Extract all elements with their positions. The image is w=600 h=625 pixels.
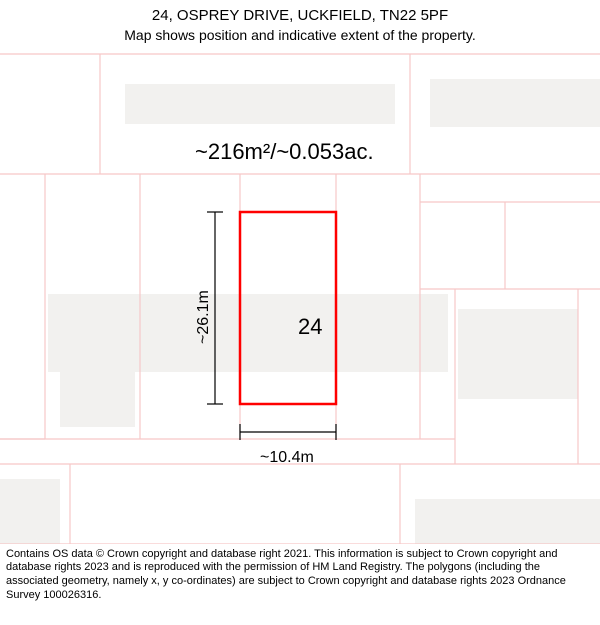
width-dimension-label: ~10.4m bbox=[260, 449, 314, 467]
page-subtitle: Map shows position and indicative extent… bbox=[0, 26, 600, 44]
footer-copyright: Contains OS data © Crown copyright and d… bbox=[0, 544, 600, 603]
header: 24, OSPREY DRIVE, UCKFIELD, TN22 5PF Map… bbox=[0, 0, 600, 44]
map-svg bbox=[0, 44, 600, 544]
page-title: 24, OSPREY DRIVE, UCKFIELD, TN22 5PF bbox=[0, 6, 600, 26]
height-dimension-label: ~26.1m bbox=[195, 290, 213, 344]
map-canvas: ~216m²/~0.053ac. ~26.1m ~10.4m 24 bbox=[0, 44, 600, 544]
house-number-label: 24 bbox=[298, 314, 322, 340]
area-label: ~216m²/~0.053ac. bbox=[195, 139, 374, 165]
